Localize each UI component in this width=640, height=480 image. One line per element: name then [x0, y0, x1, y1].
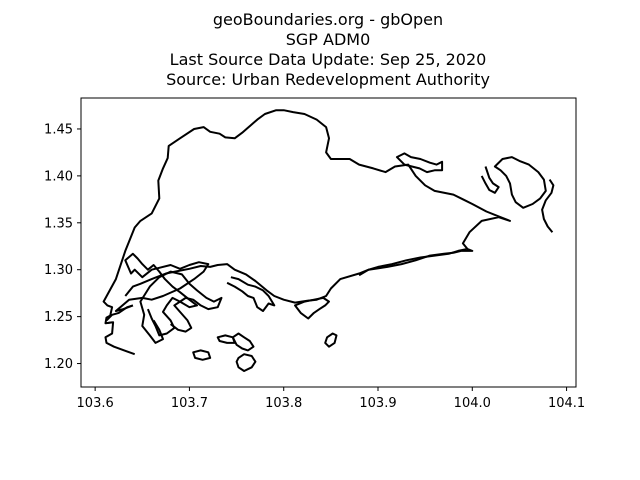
western-pier-outline	[106, 321, 113, 325]
tekong-reclamation-outline	[541, 179, 555, 233]
title-line-1: geoBoundaries.org - gbOpen	[212, 10, 444, 29]
y-tick-label: 1.20	[44, 357, 73, 372]
southern-islands-a-outline	[231, 332, 255, 352]
pulau-ubin-outline	[395, 152, 444, 174]
jurong-island-outline	[139, 270, 223, 344]
semakau-outline	[235, 353, 257, 372]
pulau-tekong-outline	[493, 156, 547, 209]
sentosa-outline	[294, 296, 330, 320]
title-line-2: SGP ADM0	[285, 30, 371, 49]
title-block: geoBoundaries.org - gbOpen SGP ADM0 Last…	[0, 10, 640, 90]
x-axis: 103.6 103.7 103.8 103.9 104.0 104.1	[77, 387, 585, 411]
southern-islands-c-outline	[192, 349, 212, 361]
x-tick-label: 104.1	[548, 396, 585, 411]
tuas-reclamation-outline	[105, 304, 134, 322]
y-tick-label: 1.25	[44, 310, 73, 325]
coney-island-outline	[480, 166, 500, 194]
x-tick-label: 103.8	[265, 396, 302, 411]
western-islands-outline	[114, 252, 210, 337]
shapes-layer	[102, 109, 555, 372]
title-line-3: Last Source Data Update: Sep 25, 2020	[169, 50, 487, 69]
y-axis: 1.20 1.25 1.30 1.35 1.40 1.45	[44, 122, 81, 372]
y-tick-label: 1.30	[44, 263, 73, 278]
east-coast-outline	[358, 248, 467, 277]
st-johns-outline	[324, 332, 338, 348]
plot-frame	[80, 97, 577, 388]
y-tick-label: 1.40	[44, 169, 73, 184]
x-tick-label: 103.9	[359, 396, 396, 411]
southern-islands-b-outline	[216, 334, 236, 344]
title-line-4: Source: Urban Redevelopment Authority	[166, 70, 490, 89]
pasir-panjang-outline	[226, 276, 276, 312]
x-tick-label: 104.0	[454, 396, 491, 411]
y-tick-label: 1.45	[44, 122, 73, 137]
y-tick-label: 1.35	[44, 216, 73, 231]
x-tick-label: 103.7	[171, 396, 208, 411]
x-tick-label: 103.6	[77, 396, 114, 411]
